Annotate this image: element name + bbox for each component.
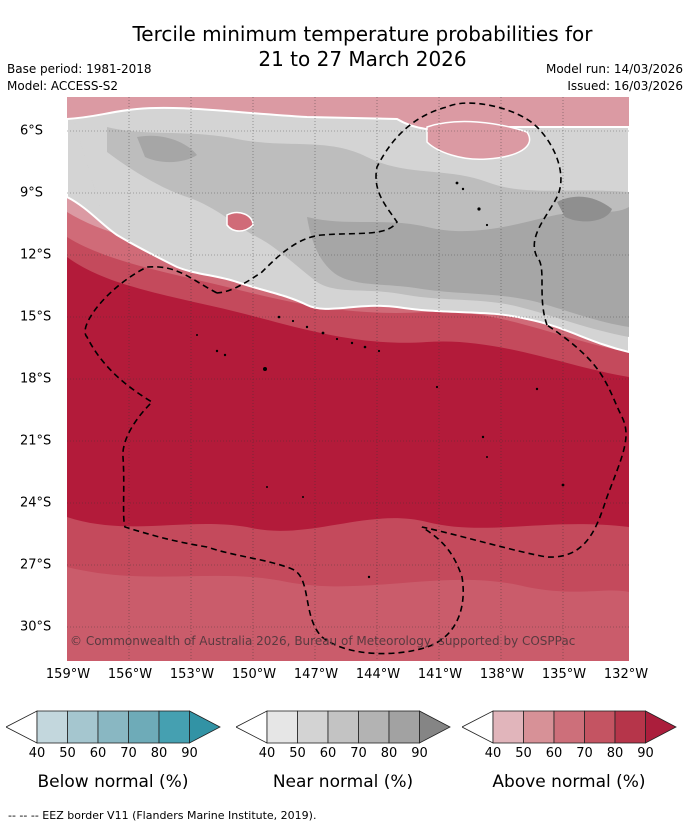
colorbar-near-tick: 80 (380, 746, 398, 761)
colorbar-above-seg-6 (645, 710, 677, 744)
colorbar-below-tick: 70 (120, 746, 137, 761)
region-above-60-70-south (67, 567, 629, 661)
colorbar-above-seg-2 (523, 710, 555, 744)
lon-label-153w: 153°W (169, 667, 215, 682)
lat-label-24s: 24°S (20, 495, 52, 511)
colorbar-near-seg-3 (327, 710, 359, 744)
colorbar-below-normal (6, 710, 221, 744)
title-line-2: 21 to 27 March 2026 (258, 47, 467, 71)
colorbar-above-tick: 70 (576, 746, 593, 761)
lon-label-156w: 156°W (107, 667, 153, 682)
eez-borders (84, 102, 627, 655)
colorbar-below-seg-6 (189, 710, 221, 744)
colorbar-below-tick: 40 (28, 746, 46, 761)
colorbar-near-tick: 70 (350, 746, 367, 761)
model-name: Model: ACCESS-S2 (7, 79, 119, 93)
colorbar-below-seg-0 (6, 710, 38, 744)
lon-label-132w: 132°W (603, 667, 649, 682)
colorbar-below-tick: 90 (181, 746, 198, 761)
lon-label-150w: 150°W (231, 667, 277, 682)
colorbar-above-seg-3 (553, 710, 585, 744)
region-above-patch-north (426, 120, 531, 161)
region-above-patch-west (226, 211, 254, 232)
colorbar-below-seg-4 (128, 710, 160, 744)
colorbar-near-tick: 90 (411, 746, 428, 761)
region-near-70-80 (307, 207, 629, 327)
region-near-80-90-patch-2 (67, 97, 127, 297)
map-title: Tercile minimum temperature probabilitie… (0, 22, 690, 72)
lon-label-159w: 159°W (45, 667, 91, 682)
colorbar-above-tick: 80 (606, 746, 624, 761)
lat-label-21s: 21°S (20, 433, 52, 449)
copyright-notice: © Commonwealth of Australia 2026, Bureau… (70, 634, 576, 648)
colorbar-near-tick: 60 (319, 746, 337, 761)
region-near-80-90-patch (557, 196, 612, 222)
colorbar-near-seg-5 (388, 710, 420, 744)
colorbar-above-seg-0 (462, 710, 494, 744)
eez-legend-note: -- -- -- EEZ border V11 (Flanders Marine… (8, 809, 317, 822)
lat-label-6s: 6°S (20, 123, 44, 139)
colorbar-above-seg-4 (584, 710, 616, 744)
colorbar-above-tick: 40 (484, 746, 502, 761)
islands (196, 181, 565, 579)
lat-label-30s: 30°S (20, 619, 52, 635)
model-run: Model run: 14/03/2026 (545, 62, 683, 76)
probability-map (67, 97, 629, 661)
colorbar-near-seg-0 (236, 710, 268, 744)
base-period: Base period: 1981-2018 (7, 62, 152, 76)
colorbar-near-tick: 40 (258, 746, 276, 761)
lat-label-9s: 9°S (20, 185, 44, 201)
colorbar-above-seg-5 (614, 710, 646, 744)
lon-label-144w: 144°W (355, 667, 401, 682)
colorbar-near-seg-2 (297, 710, 329, 744)
colorbar-above-tick: 60 (545, 746, 563, 761)
colorbar-below-tick: 50 (59, 746, 76, 761)
lon-label-135w: 135°W (541, 667, 587, 682)
colorbar-near-tick: 50 (289, 746, 306, 761)
colorbar-below-seg-3 (97, 710, 129, 744)
eez-border-north (216, 102, 562, 326)
colorbar-near-seg-1 (266, 710, 298, 744)
colorbar-above-tick: 50 (515, 746, 532, 761)
lon-label-141w: 141°W (417, 667, 463, 682)
gridlines (67, 97, 629, 661)
lat-label-12s: 12°S (20, 247, 52, 263)
lat-label-18s: 18°S (20, 371, 52, 387)
colorbar-below-title: Below normal (%) (37, 772, 189, 792)
colorbar-below-tick: 80 (150, 746, 168, 761)
colorbar-above-seg-1 (492, 710, 524, 744)
colorbar-above-title: Above normal (%) (492, 772, 646, 792)
colorbar-below-seg-1 (36, 710, 68, 744)
colorbar-below-tick: 60 (89, 746, 107, 761)
colorbar-above-normal (462, 710, 677, 744)
colorbar-near-title: Near normal (%) (272, 772, 414, 792)
lon-label-138w: 138°W (479, 667, 525, 682)
colorbar-near-seg-4 (358, 710, 390, 744)
colorbar-below-seg-5 (158, 710, 190, 744)
lat-label-15s: 15°S (20, 309, 52, 325)
lon-label-147w: 147°W (293, 667, 339, 682)
colorbar-near-seg-6 (419, 710, 451, 744)
title-line-1: Tercile minimum temperature probabilitie… (132, 22, 593, 46)
eez-border-west (84, 266, 627, 655)
colorbar-above-tick: 90 (637, 746, 654, 761)
colorbar-below-seg-2 (67, 710, 99, 744)
lat-label-27s: 27°S (20, 557, 52, 573)
issued-date: Issued: 16/03/2026 (567, 79, 683, 93)
colorbar-near-normal (236, 710, 451, 744)
region-near-70-80-patch (137, 135, 197, 163)
